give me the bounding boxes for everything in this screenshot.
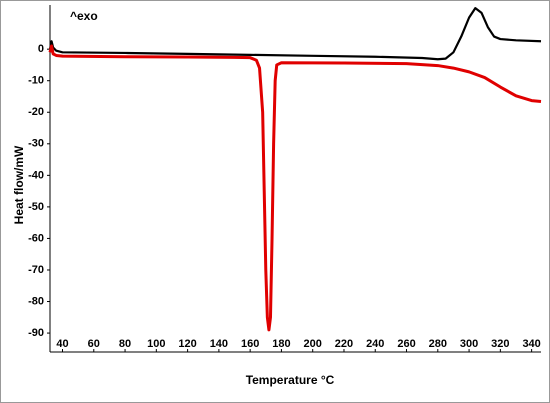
x-tick-label: 320 xyxy=(491,338,509,350)
x-tick-label: 120 xyxy=(178,338,196,350)
y-tick-label: -60 xyxy=(28,232,44,244)
x-tick-label: 240 xyxy=(366,338,384,350)
y-tick-label: -90 xyxy=(28,327,44,339)
x-tick-label: 160 xyxy=(241,338,259,350)
x-tick-label: 280 xyxy=(429,338,447,350)
x-tick-label: 260 xyxy=(397,338,415,350)
series-line xyxy=(48,44,542,332)
y-tick-label: -10 xyxy=(28,75,44,87)
annotation: ^exo xyxy=(70,9,98,23)
x-tick-label: 100 xyxy=(147,338,165,350)
y-tick-label: -80 xyxy=(28,295,44,307)
y-tick-label: -70 xyxy=(28,264,44,276)
y-tick-label: -50 xyxy=(28,201,44,213)
x-tick-label: 80 xyxy=(119,338,131,350)
series-line xyxy=(48,7,542,61)
y-tick-label: -20 xyxy=(28,106,44,118)
x-tick-label: 300 xyxy=(460,338,478,350)
x-tick-label: 180 xyxy=(272,338,290,350)
x-axis-label: Temperature °C xyxy=(246,373,335,387)
x-tick-label: 200 xyxy=(304,338,322,350)
x-tick-label: 60 xyxy=(88,338,100,350)
x-tick-label: 340 xyxy=(522,338,540,350)
y-tick-label: -40 xyxy=(28,169,44,181)
x-tick-label: 220 xyxy=(335,338,353,350)
x-tick-label: 40 xyxy=(56,338,68,350)
y-tick-label: -30 xyxy=(28,138,44,150)
x-tick-label: 140 xyxy=(210,338,228,350)
y-tick-label: 0 xyxy=(38,43,44,55)
y-axis-label: Heat flow/mW xyxy=(12,145,26,224)
